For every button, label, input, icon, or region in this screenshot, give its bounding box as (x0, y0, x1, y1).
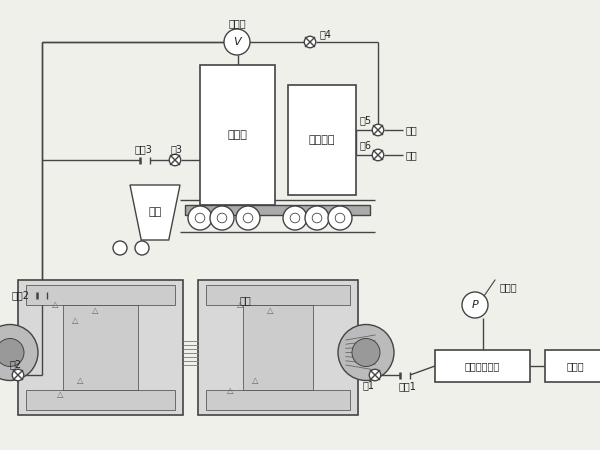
Circle shape (224, 29, 250, 55)
Circle shape (372, 124, 384, 136)
Circle shape (338, 324, 394, 381)
Circle shape (243, 213, 253, 223)
Text: 压力表: 压力表 (500, 282, 518, 292)
Text: △: △ (57, 391, 63, 400)
Circle shape (305, 206, 329, 230)
Text: 阀4: 阀4 (320, 29, 332, 39)
Bar (206, 285, 350, 305)
Circle shape (210, 206, 234, 230)
Circle shape (0, 338, 24, 366)
Circle shape (188, 206, 212, 230)
Text: 阀3: 阀3 (171, 144, 183, 154)
Circle shape (0, 324, 38, 381)
Bar (26, 390, 175, 410)
Text: P: P (472, 300, 478, 310)
Text: 进水: 进水 (406, 125, 418, 135)
Text: △: △ (77, 375, 83, 384)
Text: 接头3: 接头3 (134, 144, 152, 154)
Text: 排水: 排水 (406, 150, 418, 160)
Text: 阀5: 阀5 (360, 115, 372, 125)
Text: 储浆罐: 储浆罐 (227, 130, 247, 140)
Text: △: △ (92, 306, 98, 315)
Circle shape (335, 213, 345, 223)
Circle shape (290, 213, 300, 223)
Text: V: V (233, 37, 241, 47)
Text: 真空泵体: 真空泵体 (309, 135, 335, 145)
Polygon shape (130, 185, 180, 240)
Text: 螺杆式灌浆机: 螺杆式灌浆机 (465, 361, 500, 371)
Text: 阀2: 阀2 (10, 359, 22, 369)
Circle shape (195, 213, 205, 223)
Circle shape (304, 36, 316, 48)
Text: △: △ (267, 306, 273, 315)
Text: 阀6: 阀6 (360, 140, 372, 150)
Circle shape (462, 292, 488, 318)
Text: 构件: 构件 (239, 295, 251, 305)
Bar (200, 65, 275, 205)
Bar (206, 390, 350, 410)
Circle shape (352, 338, 380, 366)
Bar (435, 350, 530, 382)
Circle shape (113, 241, 127, 255)
Text: 废液: 废液 (148, 207, 161, 217)
Text: 真空表: 真空表 (228, 18, 246, 28)
Circle shape (283, 206, 307, 230)
Bar (288, 85, 356, 195)
Bar (243, 305, 313, 390)
Circle shape (169, 154, 181, 166)
Circle shape (369, 369, 381, 381)
Circle shape (12, 369, 24, 381)
Bar (26, 285, 175, 305)
Text: △: △ (237, 301, 243, 310)
Circle shape (236, 206, 260, 230)
Bar (63, 305, 138, 390)
Bar (545, 350, 600, 382)
Bar (185, 205, 370, 215)
Text: 阀1: 阀1 (363, 380, 375, 390)
Text: 接头1: 接头1 (398, 381, 416, 391)
Circle shape (312, 213, 322, 223)
Circle shape (372, 149, 384, 161)
Text: 接头2: 接头2 (12, 290, 30, 300)
Text: △: △ (227, 386, 233, 395)
Text: 搅拌机: 搅拌机 (566, 361, 584, 371)
Circle shape (328, 206, 352, 230)
Circle shape (135, 241, 149, 255)
Text: △: △ (52, 301, 58, 310)
Text: △: △ (72, 315, 78, 324)
Bar (18, 280, 183, 415)
Text: △: △ (252, 375, 258, 384)
Bar (198, 280, 358, 415)
Circle shape (217, 213, 227, 223)
